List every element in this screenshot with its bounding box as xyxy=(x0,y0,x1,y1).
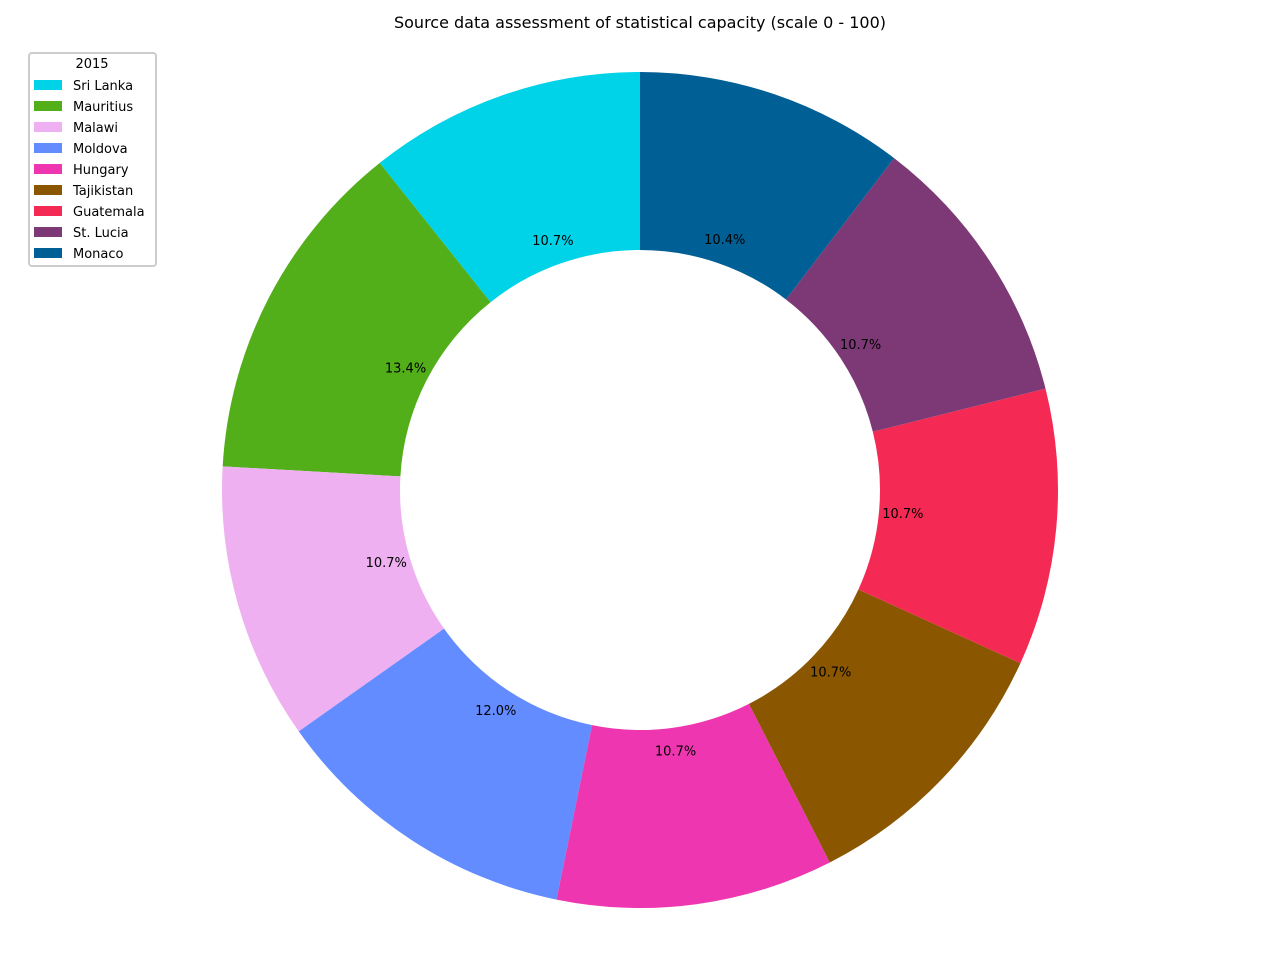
legend: 2015 Sri Lanka Mauritius Malawi Moldova Hung… xyxy=(28,52,157,267)
legend-label: Hungary xyxy=(73,163,129,178)
slice-st-lucia xyxy=(785,158,1046,432)
slice-malawi xyxy=(222,466,445,732)
slices-group xyxy=(222,72,1058,908)
legend-label: St. Lucia xyxy=(73,226,129,241)
legend-swatch xyxy=(34,122,62,132)
legend-label: Guatemala xyxy=(73,205,145,220)
legend-swatch xyxy=(34,227,62,237)
slice-mauritius xyxy=(222,162,491,477)
slice-guatemala xyxy=(858,388,1058,664)
percent-label: 10.4% xyxy=(704,233,745,248)
legend-swatch xyxy=(34,206,62,216)
legend-label: Mauritius xyxy=(73,100,133,115)
legend-label: Malawi xyxy=(73,121,118,136)
legend-label: Sri Lanka xyxy=(73,79,133,94)
legend-title: 2015 xyxy=(75,57,108,72)
legend-swatch xyxy=(34,185,62,195)
legend-items: Sri Lanka Mauritius Malawi Moldova Hungary Ta… xyxy=(34,79,145,262)
percent-label: 10.7% xyxy=(840,338,881,353)
slice-tajikistan xyxy=(748,589,1021,863)
percent-label: 12.0% xyxy=(475,704,516,719)
percent-label: 13.4% xyxy=(385,362,426,377)
percent-label: 10.7% xyxy=(366,556,407,571)
legend-swatch xyxy=(34,248,62,258)
slice-monaco xyxy=(640,72,895,300)
legend-swatch xyxy=(34,164,62,174)
legend-label: Monaco xyxy=(73,247,124,262)
percent-labels-group: 10.7% 13.4% 10.7% 12.0% 10.7% 10.7% 10.7% 10.7%… xyxy=(366,233,924,760)
slice-moldova xyxy=(298,628,593,900)
chart-title: Source data assessment of statistical ca… xyxy=(394,13,886,32)
legend-swatch xyxy=(34,143,62,153)
legend-swatch xyxy=(34,101,62,111)
slice-sri-lanka xyxy=(379,72,640,303)
percent-label: 10.7% xyxy=(810,666,851,681)
percent-label: 10.7% xyxy=(882,507,923,522)
legend-swatch xyxy=(34,80,62,90)
legend-label: Tajikistan xyxy=(72,184,133,199)
percent-label: 10.7% xyxy=(532,234,573,249)
slice-hungary xyxy=(556,703,830,908)
percent-label: 10.7% xyxy=(655,745,696,760)
legend-label: Moldova xyxy=(73,142,128,157)
